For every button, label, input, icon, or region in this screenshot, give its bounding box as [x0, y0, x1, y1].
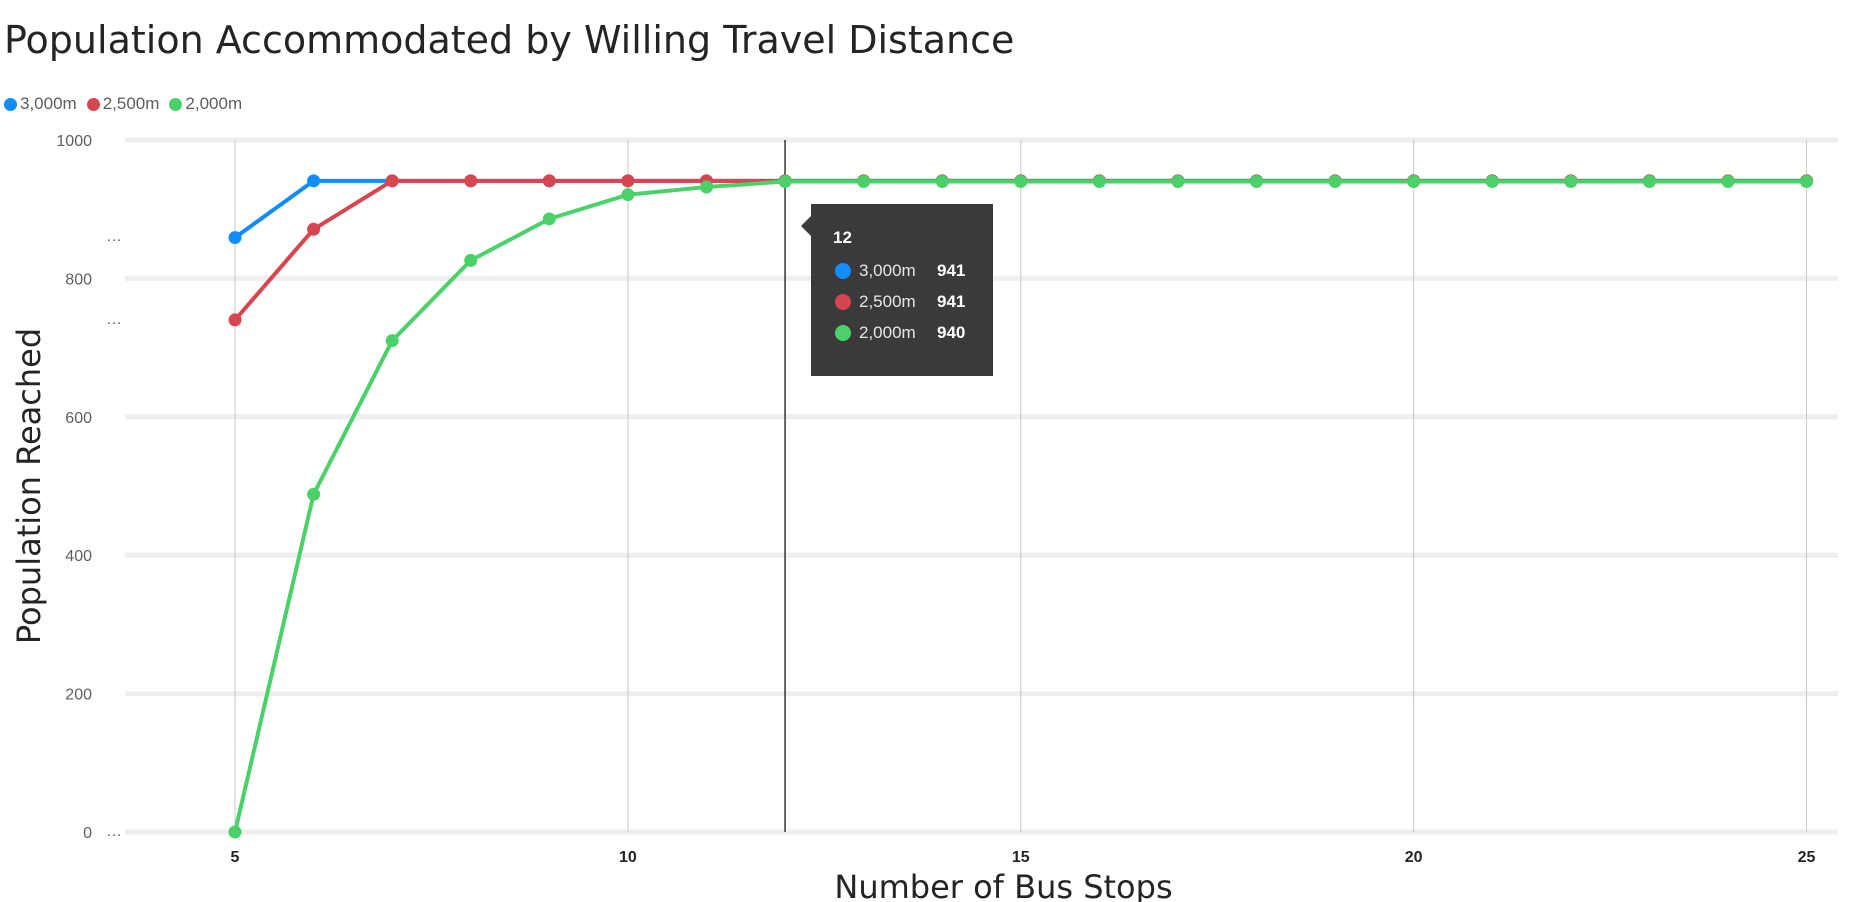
data-point: [542, 174, 556, 188]
data-point: [1092, 175, 1106, 189]
data-point: [464, 174, 478, 188]
legend-item-3000m[interactable]: 3,000m: [4, 94, 77, 114]
data-point: [1800, 175, 1814, 189]
y-tick-label: 800: [65, 271, 92, 288]
x-tick-label: 10: [619, 849, 637, 866]
legend-item-2500m[interactable]: 2,500m: [86, 94, 160, 114]
tooltip-marker: [835, 325, 851, 341]
tooltip-value: 941: [937, 292, 966, 311]
tooltip-value: 941: [937, 261, 966, 280]
y-tick-label: 600: [65, 410, 92, 427]
legend-marker: [169, 97, 183, 111]
data-point: [1250, 175, 1264, 189]
data-point: [228, 313, 242, 327]
y-tick-label: 1000: [56, 133, 92, 150]
data-point: [1407, 175, 1421, 189]
data-point: [1564, 175, 1578, 189]
tooltip-row: 3,000m 941: [835, 261, 965, 281]
x-tick-label: 5: [231, 849, 240, 866]
y-tick-ellipsis: …: [106, 228, 122, 245]
data-point: [307, 222, 321, 236]
legend-label: 2,000m: [185, 94, 243, 113]
y-tick-ellipsis: …: [106, 823, 122, 840]
data-point: [1171, 175, 1185, 189]
data-point: [935, 175, 949, 189]
x-tick-label: 20: [1405, 849, 1423, 866]
data-point: [307, 174, 321, 188]
data-point: [1328, 175, 1342, 189]
legend-item-2000m[interactable]: 2,000m: [169, 94, 242, 114]
legend-label: 2,500m: [102, 94, 160, 113]
y-tick-label: 200: [65, 687, 92, 704]
y-tick-label: 0: [83, 825, 92, 842]
tooltip-value: 940: [937, 323, 966, 342]
data-point: [385, 174, 399, 188]
data-point: [1485, 175, 1499, 189]
y-axis-title: Population Reached: [10, 328, 48, 644]
tooltip-marker: [835, 294, 851, 310]
data-point: [228, 231, 242, 245]
y-tick-ellipsis: …: [106, 311, 122, 328]
tooltip-series-name: 2,000m: [859, 323, 916, 342]
data-point: [621, 188, 635, 202]
data-point: [228, 825, 242, 839]
tooltip-series-name: 3,000m: [859, 261, 916, 280]
tooltip-marker: [835, 263, 851, 279]
chart-title: Population Accommodated by Willing Trave…: [4, 18, 1015, 62]
data-point: [542, 212, 556, 226]
y-tick-label: 400: [65, 548, 92, 565]
legend-label: 3,000m: [20, 94, 77, 113]
tooltip-title: 12: [833, 228, 852, 247]
x-tick-label: 25: [1798, 849, 1816, 866]
x-axis-title: Number of Bus Stops: [834, 868, 1172, 902]
tooltip-series-name: 2,500m: [859, 292, 916, 311]
data-point: [1642, 175, 1656, 189]
x-tick-label: 15: [1012, 849, 1030, 866]
data-point: [385, 334, 399, 348]
data-point: [857, 175, 871, 189]
tooltip-row: 2,000m 940: [835, 323, 965, 343]
data-point: [621, 174, 635, 188]
data-point: [699, 180, 713, 194]
data-point: [1014, 175, 1028, 189]
data-point: [307, 487, 321, 501]
legend-marker: [4, 97, 17, 111]
hover-tooltip: 12 3,000m 941 2,500m 941 2,000m 940: [801, 204, 993, 376]
chart-legend: 3,000m 2,500m 2,000m: [4, 94, 242, 114]
data-point: [464, 253, 478, 267]
data-point: [778, 175, 792, 189]
data-point: [1721, 175, 1735, 189]
legend-marker: [86, 97, 100, 111]
tooltip-row: 2,500m 941: [835, 292, 965, 312]
